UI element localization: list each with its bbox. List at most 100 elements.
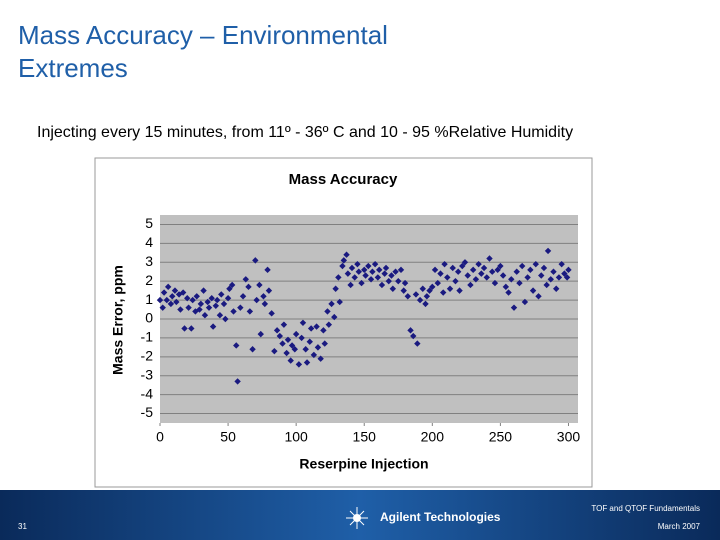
data-point xyxy=(456,287,463,294)
data-point xyxy=(188,325,195,332)
data-point xyxy=(320,327,327,334)
data-point xyxy=(288,342,296,349)
data-point xyxy=(163,296,171,304)
data-point xyxy=(336,298,343,306)
y-tick-label: -4 xyxy=(141,385,154,401)
data-point xyxy=(317,355,324,362)
data-point xyxy=(204,298,211,306)
y-tick-label: -2 xyxy=(141,348,154,364)
data-point xyxy=(260,293,267,300)
data-point xyxy=(412,291,420,298)
data-point xyxy=(494,266,501,274)
data-point xyxy=(407,327,414,334)
data-point xyxy=(314,344,322,351)
data-point xyxy=(306,338,313,345)
data-point xyxy=(510,304,518,311)
data-point xyxy=(224,295,232,302)
data-point xyxy=(521,298,529,306)
slide-title: Mass Accuracy – Environmental xyxy=(18,20,388,50)
data-point xyxy=(553,285,560,292)
y-tick-label: 1 xyxy=(145,291,153,307)
data-point xyxy=(491,279,499,287)
data-point xyxy=(497,262,504,270)
data-point xyxy=(374,274,382,281)
data-point xyxy=(516,279,523,287)
data-point xyxy=(561,270,568,277)
data-point xyxy=(361,266,368,274)
data-point xyxy=(167,300,175,308)
data-point xyxy=(302,346,309,353)
data-point xyxy=(355,268,362,275)
data-point xyxy=(483,274,490,281)
data-point xyxy=(256,281,263,289)
data-point xyxy=(358,279,365,287)
data-point xyxy=(385,277,392,285)
data-point xyxy=(348,264,356,272)
data-point xyxy=(371,260,379,268)
data-point xyxy=(222,315,229,323)
data-point xyxy=(226,285,233,292)
data-point xyxy=(325,321,333,328)
data-point xyxy=(452,277,459,285)
data-point xyxy=(233,342,240,349)
data-point xyxy=(268,310,275,317)
data-point xyxy=(339,262,346,270)
page-number: 31 xyxy=(18,522,27,531)
data-point xyxy=(284,336,292,343)
data-point xyxy=(185,304,192,311)
data-point xyxy=(392,268,399,275)
data-point xyxy=(461,259,469,266)
data-point xyxy=(434,279,441,287)
data-point xyxy=(429,283,436,291)
data-point xyxy=(422,300,429,308)
data-point xyxy=(237,304,244,311)
data-point xyxy=(276,332,284,340)
data-point xyxy=(404,293,412,300)
data-point xyxy=(173,298,180,306)
data-point xyxy=(478,270,485,277)
data-point xyxy=(388,272,395,279)
data-point xyxy=(252,257,259,264)
data-point xyxy=(508,276,515,283)
data-point xyxy=(184,295,191,302)
data-point xyxy=(351,274,358,281)
data-point xyxy=(505,289,512,296)
data-point xyxy=(414,340,421,347)
data-point xyxy=(540,264,548,272)
data-point xyxy=(441,260,448,268)
data-point xyxy=(472,276,480,283)
data-point xyxy=(543,281,550,289)
data-point xyxy=(558,260,565,268)
data-point xyxy=(518,262,526,270)
data-point xyxy=(464,272,471,279)
data-point xyxy=(230,308,237,315)
data-point xyxy=(271,347,278,355)
x-tick-label: 0 xyxy=(156,429,164,445)
data-point xyxy=(362,272,369,279)
data-point xyxy=(307,325,315,332)
data-point xyxy=(340,257,348,264)
data-point xyxy=(389,285,397,292)
data-point xyxy=(159,304,166,311)
data-point xyxy=(291,346,298,353)
data-point xyxy=(555,274,563,281)
data-point xyxy=(295,361,303,368)
data-point xyxy=(467,281,474,289)
data-point xyxy=(175,291,183,298)
data-point xyxy=(197,300,205,308)
data-point xyxy=(321,340,328,347)
data-point xyxy=(160,289,168,296)
data-point xyxy=(419,285,426,292)
data-point xyxy=(480,264,488,272)
data-point xyxy=(489,268,496,275)
data-point xyxy=(193,293,200,300)
data-point xyxy=(209,323,217,330)
data-point xyxy=(344,270,352,277)
x-axis-label: Reserpine Injection xyxy=(299,456,428,472)
y-tick-label: -3 xyxy=(141,366,154,382)
data-point xyxy=(212,302,220,309)
footer-course: TOF and QTOF Fundamentals xyxy=(591,504,700,513)
data-point xyxy=(261,300,269,308)
